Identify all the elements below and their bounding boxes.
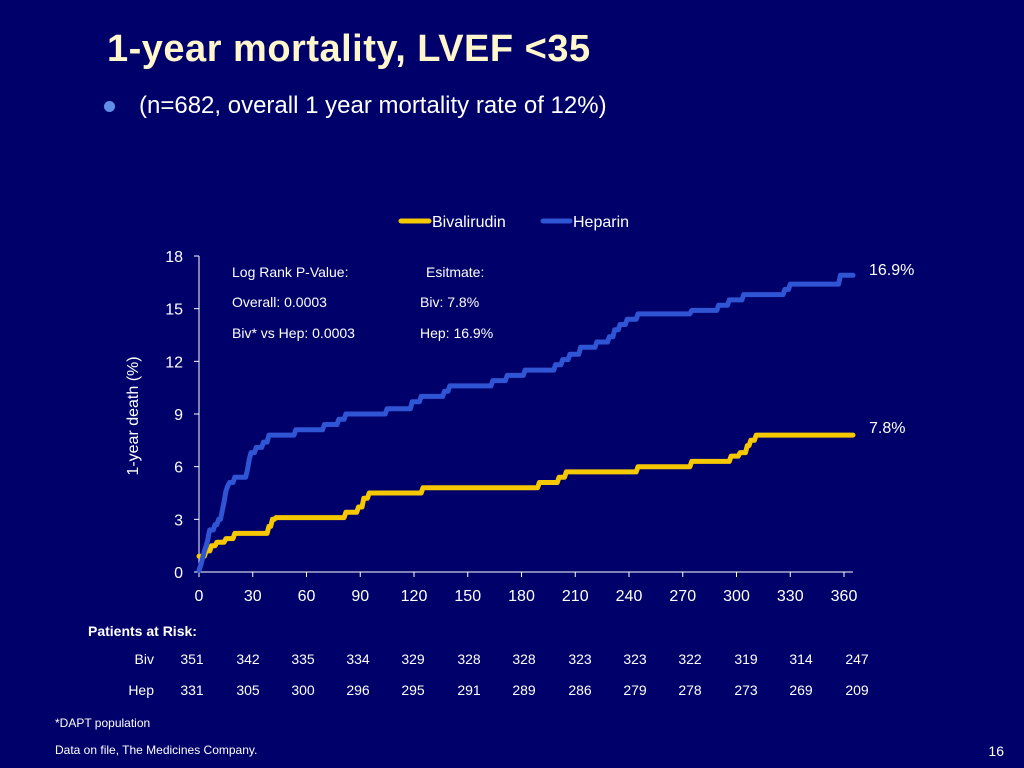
x-tick-label: 300 <box>723 588 750 605</box>
annotations: Log Rank P-Value: Esitmate: Overall: 0.000… <box>232 262 914 437</box>
stats-overall-p: Overall: 0.0003 <box>232 294 327 310</box>
page-number: 16 <box>988 743 1004 759</box>
bullet-icon <box>104 100 115 112</box>
y-tick-label: 15 <box>165 302 183 319</box>
y-tick-label: 0 <box>174 565 183 582</box>
footnote: *DAPT population <box>55 716 151 730</box>
x-tick-label: 240 <box>616 588 643 605</box>
stats-header-left: Log Rank P-Value: <box>232 264 348 280</box>
x-tick-label: 120 <box>401 588 428 605</box>
x-tick-label: 270 <box>669 588 696 605</box>
series-line-bivalirudin <box>196 432 856 559</box>
x-tick-label: 360 <box>831 588 858 605</box>
slide-title: 1-year mortality, LVEF <35 <box>107 28 591 70</box>
series-layer <box>196 272 856 573</box>
source-note: Data on file, The Medicines Company. <box>55 743 258 757</box>
bivalirudin-end-label: 7.8% <box>869 420 905 437</box>
x-tick-label: 0 <box>195 588 204 605</box>
x-tick-label: 210 <box>562 588 589 605</box>
series-line-heparin <box>196 272 856 573</box>
risk-table-title: Patients at Risk: <box>88 623 197 639</box>
y-tick-label: 12 <box>165 354 183 371</box>
x-tick-label: 180 <box>508 588 535 605</box>
legend-label-heparin: Heparin <box>573 214 629 231</box>
y-tick-label: 18 <box>165 249 183 266</box>
stats-biv-estimate: Biv: 7.8% <box>420 294 479 310</box>
x-tick-label: 30 <box>244 588 262 605</box>
subtitle-bullet: (n=682, overall 1 year mortality rate of… <box>104 92 607 120</box>
stats-hep-estimate: Hep: 16.9% <box>420 325 493 341</box>
x-tick-label: 90 <box>351 588 369 605</box>
heparin-end-label: 16.9% <box>869 262 914 279</box>
legend-label-bivalirudin: Bivalirudin <box>432 214 506 231</box>
y-tick-label: 6 <box>174 460 183 477</box>
x-tick-label: 330 <box>777 588 804 605</box>
y-axis-label: 1-year death (%) <box>125 356 142 475</box>
x-tick-label: 60 <box>298 588 316 605</box>
x-tick-label: 150 <box>454 588 481 605</box>
subtitle-text: (n=682, overall 1 year mortality rate of… <box>139 92 607 119</box>
y-tick-label: 3 <box>174 512 183 529</box>
y-tick-label: 9 <box>174 407 183 424</box>
stats-header-right: Esitmate: <box>426 264 484 280</box>
legend: Bivalirudin Heparin <box>398 214 629 231</box>
stats-biv-vs-hep-p: Biv* vs Hep: 0.0003 <box>232 325 355 341</box>
